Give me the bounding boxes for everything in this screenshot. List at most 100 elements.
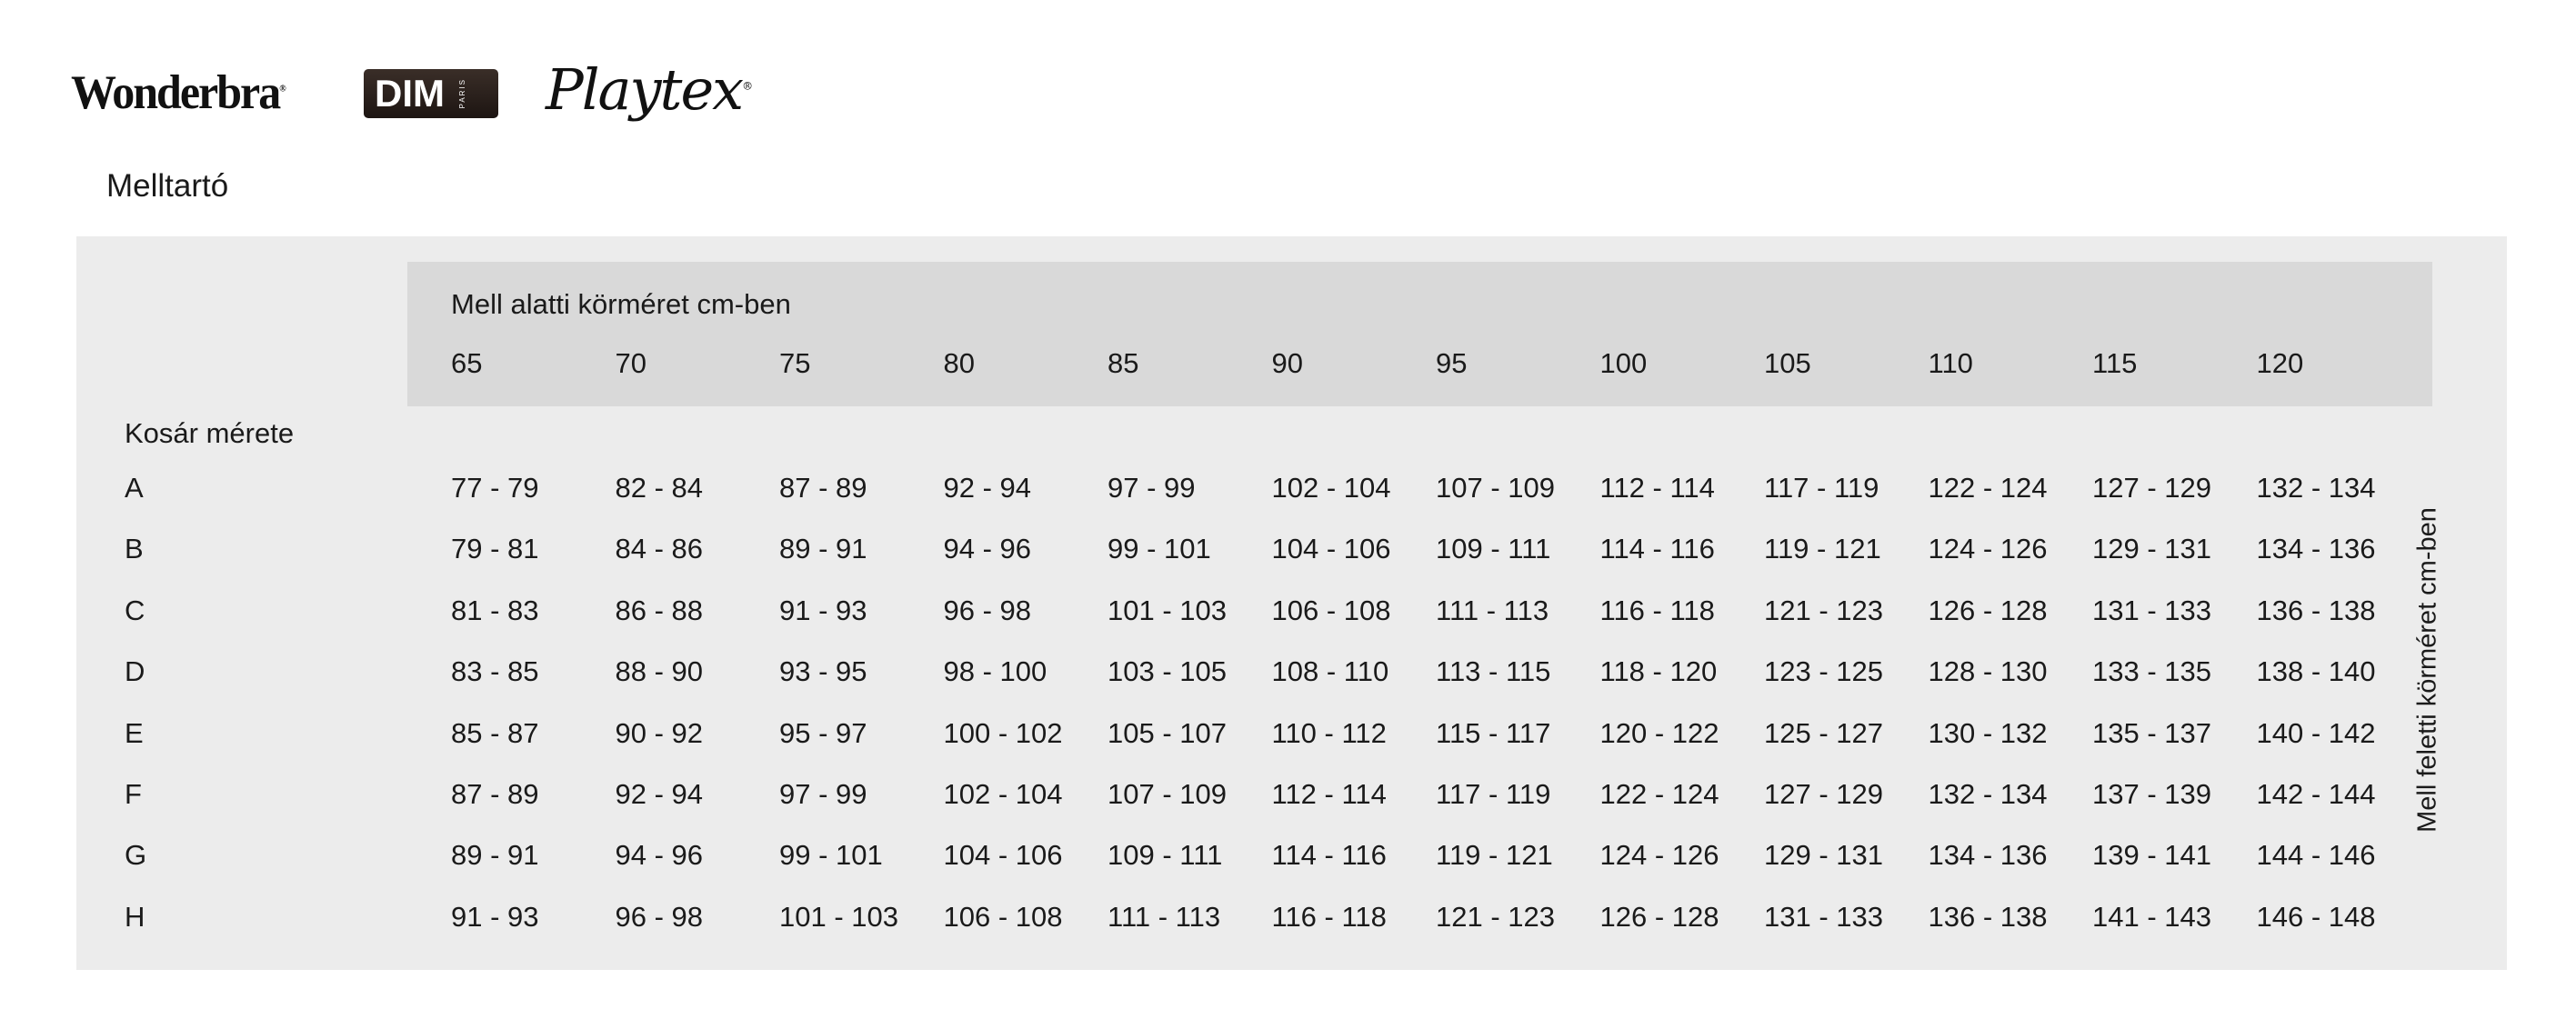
column-header-band — [407, 262, 2432, 406]
table-cell: 107 - 109 — [1108, 778, 1227, 810]
table-cell: 144 - 146 — [2256, 839, 2376, 872]
table-cell: 83 - 85 — [451, 655, 539, 688]
table-cell: 135 - 137 — [2092, 716, 2211, 749]
side-label: Mell feletti körméret cm-ben — [2412, 507, 2442, 833]
table-cell: 94 - 96 — [615, 839, 704, 872]
table-cell: 86 - 88 — [615, 594, 704, 626]
column-header: 75 — [779, 347, 811, 379]
table-cell: 91 - 93 — [779, 594, 867, 626]
table-cell: 117 - 119 — [1764, 472, 1879, 504]
table-cell: 129 - 131 — [2092, 533, 2211, 565]
page-title: Melltartó — [106, 168, 229, 204]
table-cell: 122 - 124 — [1599, 778, 1719, 810]
table-cell: 146 - 148 — [2256, 900, 2376, 933]
table-cell: 105 - 107 — [1108, 716, 1227, 749]
table-cell: 94 - 96 — [943, 533, 1032, 565]
table-cell: 104 - 106 — [943, 839, 1063, 872]
table-cell: 119 - 121 — [1764, 533, 1881, 565]
row-cup-label: B — [125, 533, 144, 565]
table-cell: 89 - 91 — [779, 533, 867, 565]
table-cell: 92 - 94 — [943, 472, 1032, 504]
column-group-label: Mell alatti körméret cm-ben — [451, 288, 791, 320]
table-cell: 120 - 122 — [1599, 716, 1719, 749]
table-cell: 101 - 103 — [779, 900, 898, 933]
table-cell: 116 - 118 — [1599, 594, 1715, 626]
table-cell: 127 - 129 — [1764, 778, 1883, 810]
table-cell: 125 - 127 — [1764, 716, 1883, 749]
table-cell: 136 - 138 — [2256, 594, 2376, 626]
dim-logo-sub: PARIS — [458, 78, 466, 109]
column-header: 95 — [1436, 347, 1468, 379]
table-cell: 138 - 140 — [2256, 655, 2376, 688]
row-cup-label: F — [125, 778, 142, 810]
table-cell: 139 - 141 — [2092, 839, 2211, 872]
table-cell: 101 - 103 — [1108, 594, 1227, 626]
table-cell: 136 - 138 — [1928, 900, 2048, 933]
table-cell: 110 - 112 — [1271, 716, 1387, 749]
dim-logo: DIM PARIS — [364, 69, 498, 118]
table-cell: 99 - 101 — [1108, 533, 1211, 565]
table-cell: 118 - 120 — [1599, 655, 1718, 688]
table-cell: 87 - 89 — [451, 778, 539, 810]
table-cell: 106 - 108 — [943, 900, 1063, 933]
table-cell: 126 - 128 — [1599, 900, 1719, 933]
wonderbra-logo: Wonderbra® — [71, 65, 286, 119]
table-cell: 117 - 119 — [1436, 778, 1551, 810]
table-cell: 87 - 89 — [779, 472, 867, 504]
playtex-logo-text: Playtex — [546, 56, 744, 123]
table-cell: 90 - 92 — [615, 716, 704, 749]
table-cell: 97 - 99 — [1108, 472, 1196, 504]
table-cell: 104 - 106 — [1271, 533, 1391, 565]
table-cell: 96 - 98 — [615, 900, 704, 933]
column-header: 85 — [1108, 347, 1139, 379]
table-cell: 142 - 144 — [2256, 778, 2376, 810]
table-cell: 99 - 101 — [779, 839, 883, 872]
table-cell: 121 - 123 — [1436, 900, 1555, 933]
table-cell: 91 - 93 — [451, 900, 539, 933]
table-cell: 81 - 83 — [451, 594, 539, 626]
table-cell: 96 - 98 — [943, 594, 1032, 626]
table-cell: 116 - 118 — [1271, 900, 1387, 933]
row-cup-label: A — [125, 472, 144, 504]
column-header: 110 — [1928, 347, 1973, 379]
table-cell: 129 - 131 — [1764, 839, 1883, 872]
row-cup-label: C — [125, 594, 145, 626]
table-cell: 133 - 135 — [2092, 655, 2211, 688]
table-cell: 130 - 132 — [1928, 716, 2048, 749]
table-cell: 112 - 114 — [1271, 778, 1387, 810]
column-header: 70 — [615, 347, 647, 379]
column-header: 105 — [1764, 347, 1811, 379]
table-cell: 141 - 143 — [2092, 900, 2211, 933]
table-cell: 93 - 95 — [779, 655, 867, 688]
table-cell: 95 - 97 — [779, 716, 867, 749]
table-cell: 131 - 133 — [2092, 594, 2211, 626]
table-cell: 103 - 105 — [1108, 655, 1227, 688]
table-cell: 119 - 121 — [1436, 839, 1553, 872]
column-header: 90 — [1271, 347, 1303, 379]
table-cell: 111 - 113 — [1436, 594, 1549, 626]
wonderbra-logo-text: Wonderbra — [71, 65, 281, 119]
table-cell: 92 - 94 — [615, 778, 704, 810]
row-cup-label: E — [125, 716, 144, 749]
table-cell: 121 - 123 — [1764, 594, 1883, 626]
table-cell: 108 - 110 — [1271, 655, 1389, 688]
table-cell: 109 - 111 — [1436, 533, 1551, 565]
playtex-logo: Playtex® — [546, 56, 753, 123]
table-cell: 113 - 115 — [1436, 655, 1551, 688]
table-cell: 134 - 136 — [1928, 839, 2048, 872]
table-cell: 109 - 111 — [1108, 839, 1223, 872]
table-cell: 132 - 134 — [2256, 472, 2376, 504]
column-header: 65 — [451, 347, 483, 379]
table-cell: 107 - 109 — [1436, 472, 1555, 504]
table-cell: 115 - 117 — [1436, 716, 1551, 749]
row-cup-label: G — [125, 839, 147, 872]
table-cell: 123 - 125 — [1764, 655, 1883, 688]
table-cell: 137 - 139 — [2092, 778, 2211, 810]
table-cell: 98 - 100 — [943, 655, 1047, 688]
table-cell: 88 - 90 — [615, 655, 704, 688]
table-cell: 97 - 99 — [779, 778, 867, 810]
table-cell: 85 - 87 — [451, 716, 539, 749]
table-cell: 79 - 81 — [451, 533, 539, 565]
table-cell: 89 - 91 — [451, 839, 539, 872]
table-cell: 140 - 142 — [2256, 716, 2376, 749]
